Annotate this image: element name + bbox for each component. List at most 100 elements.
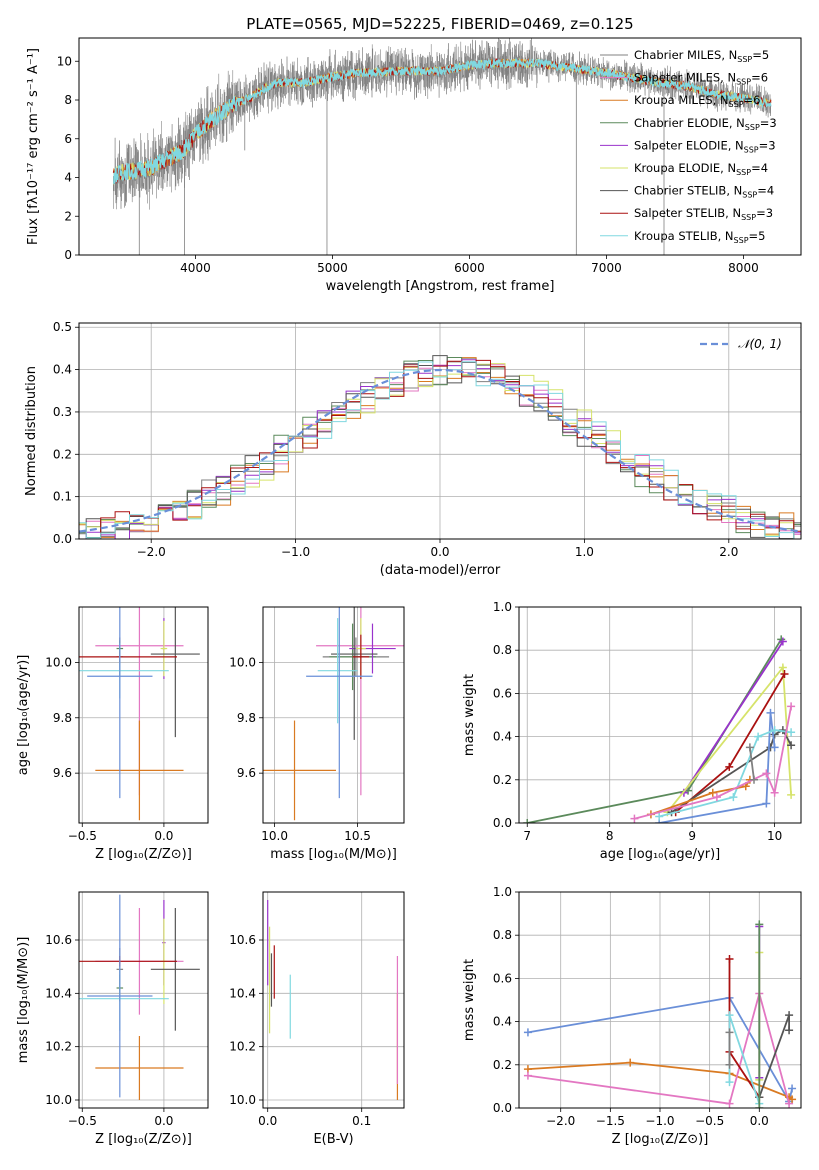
y-tick-label: 0.6: [493, 686, 512, 700]
massweight-point: [788, 1084, 797, 1093]
y-tick-label: 0.1: [53, 490, 72, 504]
legend-label: Salpeter ELODIE, NSSP=3: [634, 138, 776, 154]
y-tick-label: 10.0: [45, 655, 72, 669]
y-tick-label: 10.4: [229, 986, 256, 1000]
residual-histogram-series: [79, 357, 801, 538]
axes-frame: [262, 891, 405, 1109]
x-tick-label: 4000: [180, 261, 211, 275]
y-tick-label: 10.6: [45, 933, 72, 947]
age-vs-metallicity-panel: −0.5 0.0 9.6 9.8 10.0 Z [log₁₀(Z/Z⊙)] age [log…: [16, 606, 209, 862]
x-tick-label: 7000: [591, 261, 622, 275]
massweight-point: [725, 1011, 734, 1020]
massweight-point: [785, 1011, 794, 1020]
x-tick-label: 0.1: [352, 1114, 371, 1128]
x-tick-label: −1.5: [596, 1114, 625, 1128]
x-tick-label: 0.0: [154, 829, 173, 843]
massweight-point: [626, 1058, 635, 1067]
x-tick-label: −0.5: [695, 1114, 724, 1128]
y-tick-label: 1.0: [493, 600, 512, 614]
y-tick-label: 9.6: [53, 766, 72, 780]
axes-frame: [78, 322, 802, 540]
x-tick-label: −1.0: [281, 545, 310, 559]
axes-frame: [518, 606, 802, 824]
legend-label: Chabrier ELODIE, NSSP=3: [634, 116, 777, 132]
legend-label: Chabrier STELIB, NSSP=4: [634, 184, 774, 200]
residual-histogram-series: [79, 361, 801, 539]
y-tick-label: 10.0: [45, 1093, 72, 1107]
massweight-point: [787, 728, 796, 737]
legend-label: Salpeter MILES, NSSP=6: [634, 71, 768, 87]
massweight-point: [655, 812, 664, 821]
x-axis-label: Z [log₁₀(Z/Z⊙)]: [612, 1132, 709, 1147]
y-axis-label: mass weight: [462, 959, 477, 1041]
y-tick-label: 0.5: [53, 320, 72, 334]
massweight-point: [755, 1104, 764, 1108]
plot-area: [79, 607, 200, 821]
massweight-point: [725, 1099, 734, 1108]
massweight-point: [762, 799, 771, 808]
x-tick-label: −2.0: [546, 1114, 575, 1128]
massweight-point: [745, 743, 754, 752]
y-tick-label: 10.2: [229, 1040, 256, 1054]
massweight-point: [787, 702, 796, 711]
y-tick-label: 10.0: [229, 1093, 256, 1107]
x-axis-label: Z [log₁₀(Z/Z⊙)]: [95, 1132, 192, 1147]
massweight-point: [754, 732, 763, 741]
age-vs-mass-panel: 10.0 10.5 9.6 9.8 10.0 mass [log₁₀(M/M⊙)]: [229, 606, 405, 862]
massweight-point: [770, 726, 779, 735]
y-tick-label: 9.8: [53, 711, 72, 725]
y-tick-label: 10: [57, 54, 72, 68]
x-tick-label: 9: [688, 829, 696, 843]
massweight-point: [766, 708, 775, 717]
y-tick-label: 0.4: [53, 363, 72, 377]
model-spectrum: [113, 56, 772, 185]
y-tick-label: 0.0: [493, 1101, 512, 1115]
y-tick-label: 8: [64, 93, 72, 107]
massweight-series: [527, 638, 782, 823]
residual-histogram-series: [79, 359, 801, 539]
y-tick-label: 0.2: [493, 773, 512, 787]
plot-area: [263, 607, 404, 821]
x-tick-label: −0.5: [68, 829, 97, 843]
massweight-point: [785, 1099, 794, 1108]
axes-frame: [78, 606, 209, 824]
y-tick-label: 0.8: [493, 928, 512, 942]
x-tick-label: 2.0: [719, 545, 738, 559]
y-tick-label: 0.2: [53, 447, 72, 461]
massweight-point: [708, 788, 717, 797]
x-tick-label: −2.0: [137, 545, 166, 559]
y-tick-label: 0.0: [493, 816, 512, 830]
massweight-point: [729, 793, 738, 802]
massweight-point: [770, 788, 779, 797]
y-axis-label: Normed distribution: [24, 366, 39, 496]
massweight-point: [523, 1071, 532, 1080]
massweight-point: [750, 775, 758, 784]
legend-label: Kroupa ELODIE, NSSP=4: [634, 161, 768, 177]
x-axis-label: Z [log₁₀(Z/Z⊙)]: [95, 847, 192, 862]
x-axis-label: age [log₁₀(age/yr)]: [600, 847, 721, 862]
massweight-point: [725, 1028, 734, 1037]
y-axis-label: age [log₁₀(age/yr)]: [16, 655, 31, 776]
massweight-point: [755, 920, 764, 929]
massweight-point: [770, 743, 779, 752]
x-tick-label: 1.0: [575, 545, 594, 559]
y-tick-label: 9.8: [237, 711, 256, 725]
axes-frame: [78, 891, 209, 1109]
x-tick-label: 0.0: [258, 1114, 277, 1128]
massweight-point: [523, 819, 532, 823]
x-tick-label: 10: [767, 829, 782, 843]
x-axis-label: wavelength [Angstrom, rest frame]: [326, 279, 555, 294]
y-tick-label: 0.8: [493, 643, 512, 657]
y-axis-label: Flux [fλ10⁻¹⁷ erg cm⁻² s⁻¹ A⁻¹]: [26, 48, 41, 245]
y-tick-label: 10.0: [229, 655, 256, 669]
massweight-point: [725, 762, 734, 771]
massweight-series: [683, 641, 784, 794]
massweight-point: [725, 1078, 734, 1087]
massweight-series: [659, 712, 776, 823]
massweight-series: [749, 747, 755, 780]
massweight-point: [788, 1095, 797, 1104]
normal-curve: [79, 368, 801, 533]
plot-area: [79, 894, 200, 1100]
massweight-point: [762, 769, 771, 778]
